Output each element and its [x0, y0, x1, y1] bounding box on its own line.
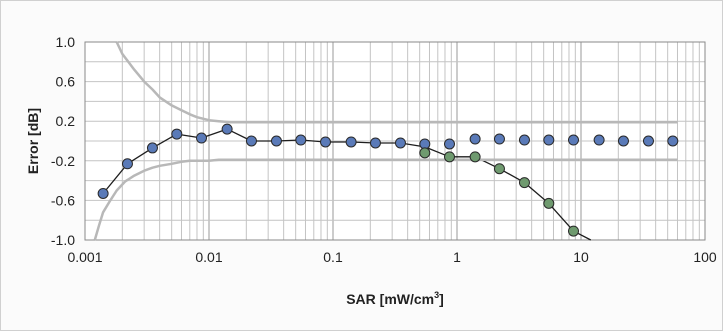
data-point-1 [295, 134, 307, 146]
data-point-1 [518, 134, 530, 146]
x-tick-label: 0.001 [67, 249, 102, 265]
y-tick-label: -0.6 [51, 192, 75, 208]
data-point-1 [568, 134, 580, 146]
data-point-2 [568, 225, 580, 237]
x-tick-label: 0.01 [195, 249, 222, 265]
data-point-1 [146, 142, 158, 154]
uncertainty-band-line [115, 41, 678, 124]
data-point-2 [543, 197, 555, 209]
data-point-1 [617, 135, 629, 147]
data-point-1 [171, 128, 183, 140]
data-point-1 [369, 137, 381, 149]
uncertainty-band-line [93, 158, 678, 241]
y-tick-label: -0.2 [51, 153, 75, 169]
data-point-1 [320, 136, 332, 148]
x-axis-title: SAR [mW/cm3] [346, 290, 444, 307]
data-point-2 [419, 147, 431, 159]
data-point-1 [469, 133, 481, 145]
data-point-1 [493, 133, 505, 145]
data-point-2 [518, 177, 530, 189]
x-tick-label: 1 [453, 249, 461, 265]
x-tick-label: 100 [693, 249, 717, 265]
data-point-1 [667, 135, 679, 147]
data-point-2 [469, 151, 481, 163]
y-tick-label: 1.0 [56, 34, 76, 50]
data-point-2 [493, 163, 505, 175]
data-point-1 [345, 136, 357, 148]
tick-labels: 0.001 0.01 0.1 1 10 100 1.0 0.6 0.2 -0.2 -0.6 -1.0 [51, 34, 717, 265]
data-point-1 [221, 123, 233, 135]
y-tick-label: 0.6 [56, 74, 76, 90]
y-tick-label: 0.2 [56, 113, 76, 129]
data-point-1 [97, 187, 109, 199]
data-point-1 [543, 134, 555, 146]
data-points [97, 123, 679, 237]
data-point-1 [642, 135, 654, 147]
data-point-1 [196, 132, 208, 144]
data-point-1 [270, 135, 282, 147]
x-tick-label: 0.1 [323, 249, 343, 265]
data-point-1 [593, 134, 605, 146]
x-tick-label: 10 [573, 249, 589, 265]
data-point-1 [121, 158, 133, 170]
data-point-1 [444, 138, 456, 150]
y-tick-label: -1.0 [51, 232, 75, 248]
plot-border [84, 41, 706, 241]
data-point-1 [245, 135, 257, 147]
data-point-1 [394, 137, 406, 149]
y-axis-title: Error [dB] [25, 108, 41, 174]
data-point-2 [444, 151, 456, 163]
